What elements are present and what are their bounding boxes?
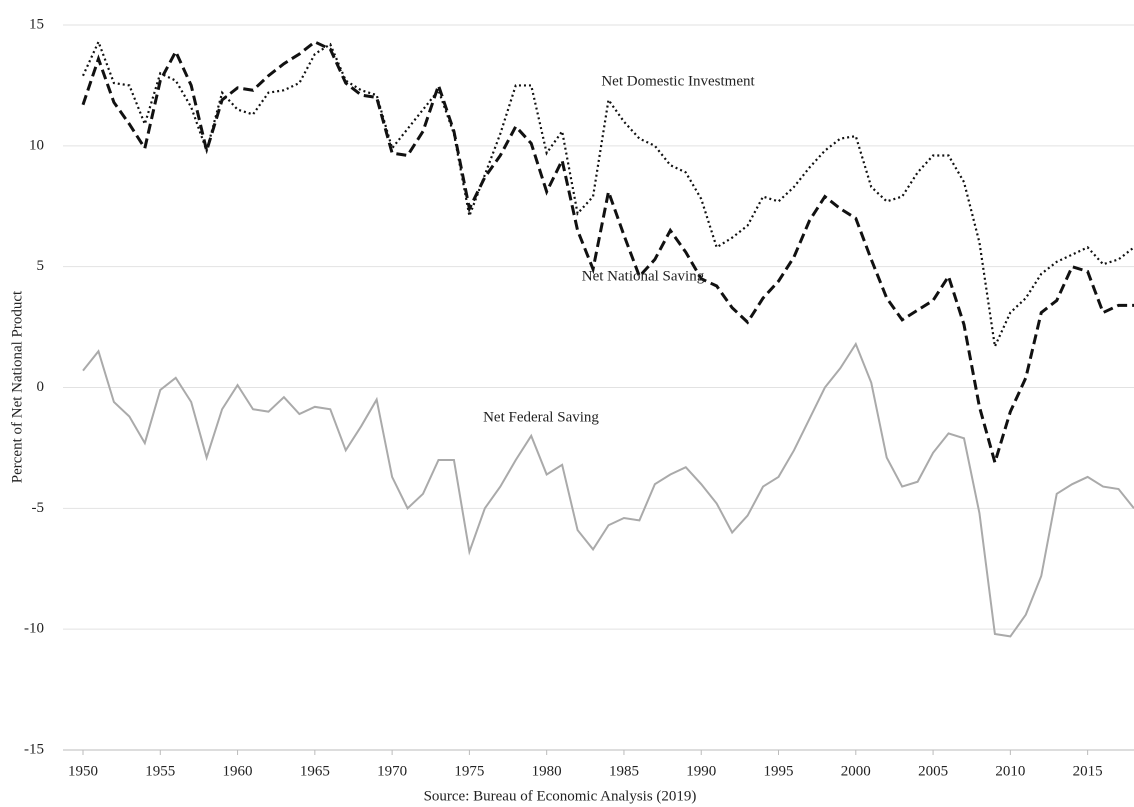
x-tick-label: 1965 bbox=[300, 763, 330, 779]
x-tick-label: 1960 bbox=[223, 763, 253, 779]
x-tick-label: 1950 bbox=[68, 763, 98, 779]
series-annotation: Net Domestic Investment bbox=[601, 73, 755, 89]
series-line bbox=[81, 40, 1134, 468]
x-tick-label: 2010 bbox=[995, 763, 1025, 779]
x-tick-label: 1985 bbox=[609, 763, 639, 779]
x-tick-label: 2000 bbox=[841, 763, 871, 779]
y-tick-label: 10 bbox=[29, 137, 44, 153]
y-tick-label: -10 bbox=[24, 621, 44, 637]
x-tick-label: 2015 bbox=[1073, 763, 1103, 779]
series-line bbox=[81, 39, 1134, 351]
y-tick-label: 15 bbox=[29, 16, 44, 32]
x-tick-label: 1955 bbox=[145, 763, 175, 779]
x-tick-label: 1980 bbox=[532, 763, 562, 779]
y-tick-label: -15 bbox=[24, 741, 44, 757]
y-tick-label: -5 bbox=[32, 500, 45, 516]
x-tick-label: 1990 bbox=[686, 763, 716, 779]
x-axis-label: Source: Bureau of Economic Analysis (201… bbox=[424, 788, 697, 804]
y-axis-label: Percent of Net National Product bbox=[9, 290, 25, 483]
x-tick-label: 2005 bbox=[918, 763, 948, 779]
series-line bbox=[82, 341, 1134, 638]
y-tick-label: 0 bbox=[37, 379, 45, 395]
x-tick-label: 1995 bbox=[764, 763, 794, 779]
y-tick-label: 5 bbox=[37, 258, 45, 274]
series-annotation: Net National Saving bbox=[582, 268, 705, 284]
series-annotation: Net Federal Saving bbox=[483, 409, 599, 425]
x-tick-label: 1975 bbox=[454, 763, 484, 779]
x-tick-label: 1970 bbox=[377, 763, 407, 779]
